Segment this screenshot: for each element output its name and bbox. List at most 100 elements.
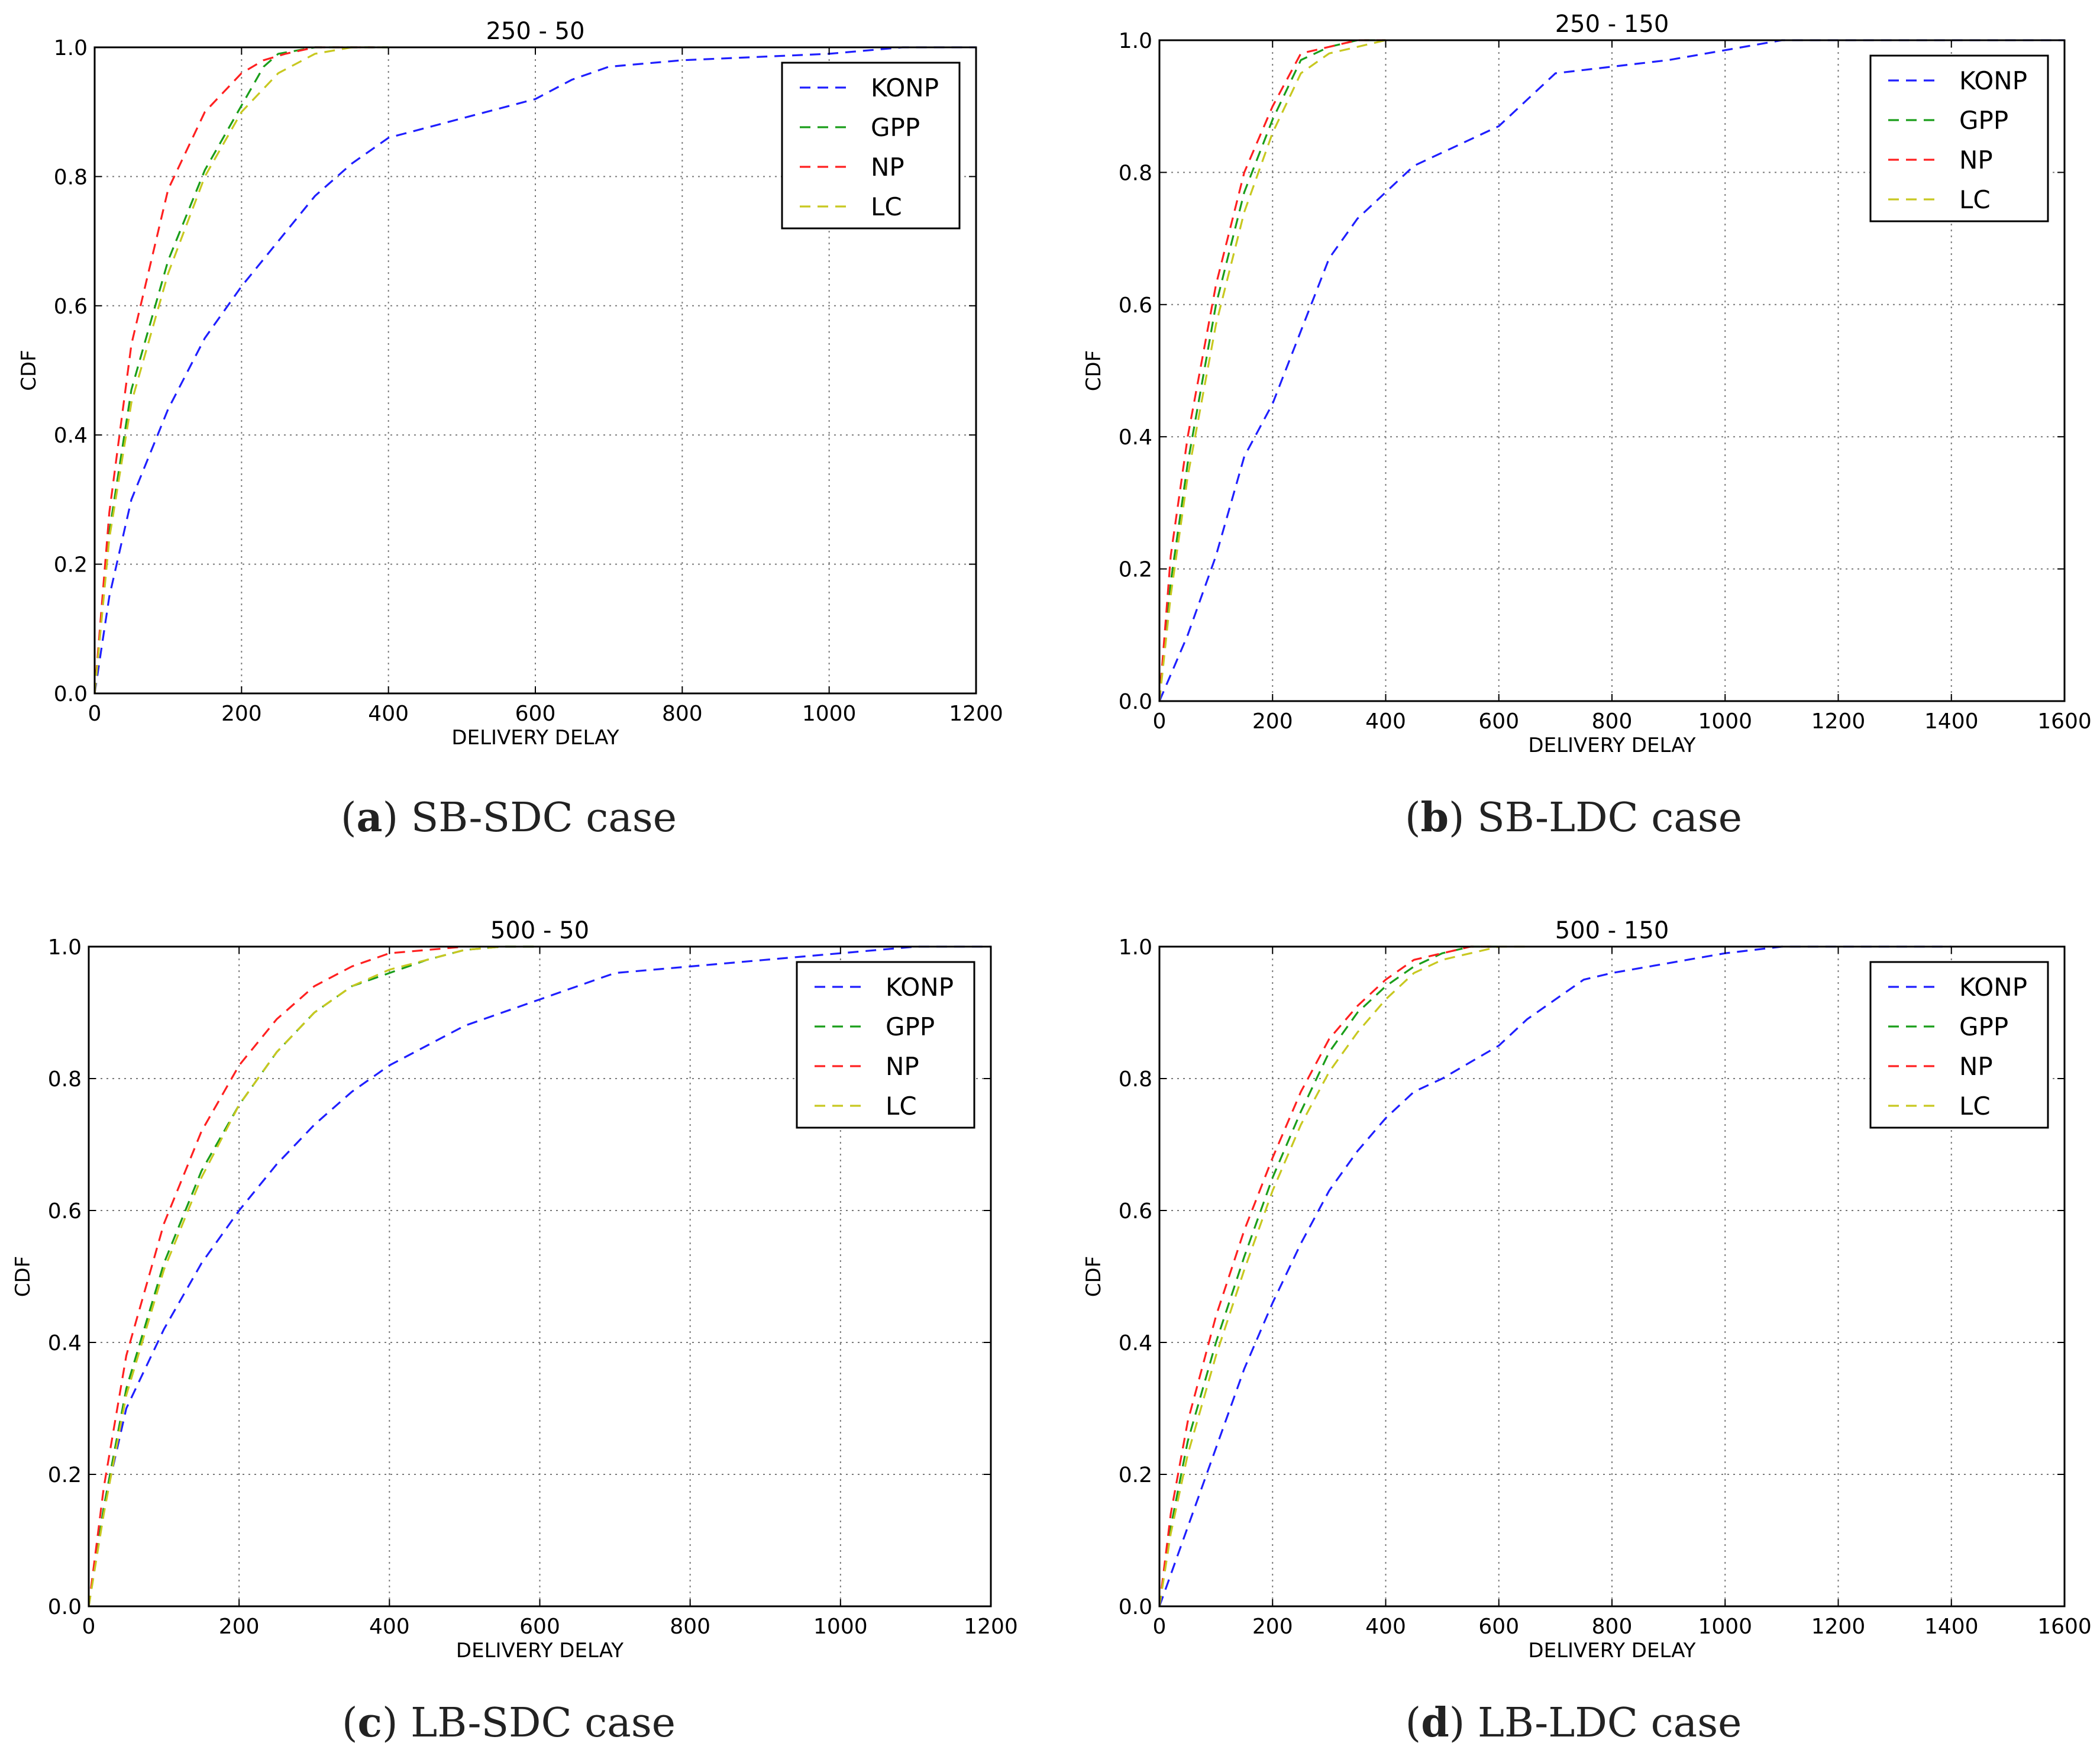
chart-a-legend: KONP GPP NP LC xyxy=(781,62,961,230)
chart-c-x-tick-label: 200 xyxy=(219,1615,260,1639)
chart-b-title: 250 - 150 xyxy=(1555,11,1669,38)
chart-b-y-tick-label: 0.0 xyxy=(1119,690,1152,714)
chart-a-y-tick-label: 0.6 xyxy=(54,295,88,319)
chart-d-x-tick-label: 1000 xyxy=(1698,1615,1752,1639)
chart-a-caption-open: ( xyxy=(341,795,357,841)
chart-a-legend-label-lc: LC xyxy=(871,192,902,221)
chart-d-y-tick-label: 0.8 xyxy=(1119,1067,1152,1092)
chart-d-caption-text: LB-LDC case xyxy=(1478,1700,1742,1747)
chart-c-series-lc xyxy=(88,945,540,1607)
chart-c-legend-label-gpp: GPP xyxy=(886,1012,935,1041)
chart-b-series-np xyxy=(1158,39,1386,702)
chart-d-legend: KONP GPP NP LC xyxy=(1869,961,2049,1129)
chart-c-x-tick-label: 800 xyxy=(670,1615,710,1639)
chart-d-series-gpp xyxy=(1158,945,1499,1607)
chart-b-x-tick-label: 600 xyxy=(1478,709,1519,734)
chart-b-y-tick-label: 0.2 xyxy=(1119,558,1152,582)
chart-c-caption-letter: c xyxy=(358,1699,382,1747)
chart-d-y-tick-label: 0.2 xyxy=(1119,1463,1152,1487)
chart-b-y-axis-label: CDF xyxy=(1082,350,1106,391)
chart-d-title: 500 - 150 xyxy=(1555,917,1669,944)
chart-d-caption-close: ) xyxy=(1449,1700,1478,1747)
chart-a-legend-label-konp: KONP xyxy=(871,73,939,102)
chart-a-x-tick-label: 1200 xyxy=(949,702,1003,726)
chart-c-legend-label-np: NP xyxy=(886,1052,919,1081)
chart-a-legend-box xyxy=(781,62,961,230)
panel-a: 0 200 400 600 800 1000 1200 0.0 0.2 0.4 0.6 0.8 1.0 2… xyxy=(17,18,1003,841)
chart-a-y-tick-label: 0.2 xyxy=(54,553,88,577)
chart-d-series-np xyxy=(1158,945,1499,1607)
chart-b-caption-open: ( xyxy=(1405,795,1421,841)
chart-d-caption-letter: d xyxy=(1421,1699,1449,1747)
chart-c-y-tick-label: 0.0 xyxy=(48,1595,82,1619)
chart-b-x-tick-label: 1600 xyxy=(2037,709,2092,734)
chart-b-caption-close: ) xyxy=(1449,795,1477,841)
chart-d-y-tick-label: 0.0 xyxy=(1119,1595,1152,1619)
chart-a-legend-label-np: NP xyxy=(871,153,904,182)
chart-c-caption-text: LB-SDC case xyxy=(411,1700,676,1747)
chart-d-y-tick-label: 1.0 xyxy=(1119,935,1152,960)
chart-d-legend-label-lc: LC xyxy=(1959,1092,1991,1121)
chart-b-x-tick-label: 1000 xyxy=(1698,709,1752,734)
chart-a-y-tick-label: 1.0 xyxy=(54,36,88,60)
chart-c-series-np xyxy=(88,945,465,1607)
chart-b-x-tick-label: 200 xyxy=(1252,709,1293,734)
chart-d-x-tick-label: 200 xyxy=(1252,1615,1293,1639)
chart-b-legend-label-konp: KONP xyxy=(1959,66,2027,95)
chart-b-legend-box xyxy=(1869,54,2049,222)
chart-d-y-axis-label: CDF xyxy=(1082,1256,1106,1297)
chart-b-legend: KONP GPP NP LC xyxy=(1869,54,2049,222)
chart-a-caption-text: SB-SDC case xyxy=(411,795,677,841)
chart-b-y-tick-label: 0.8 xyxy=(1119,161,1152,185)
chart-d-x-tick-label: 600 xyxy=(1478,1615,1519,1639)
panel-c: 0 200 400 600 800 1000 1200 0.0 0.2 0.4 0.6 0.8 1.0 5… xyxy=(11,917,1018,1747)
chart-c-x-tick-label: 0 xyxy=(82,1615,96,1639)
panel-b: 0 200 400 600 800 1000 1200 1400 1600 0.0 0.2 0.4 0.… xyxy=(1082,11,2092,841)
chart-c-y-axis-label: CDF xyxy=(11,1256,35,1297)
chart-b-x-axis-label: DELIVERY DELAY xyxy=(1528,734,1695,757)
chart-a-x-tick-label: 800 xyxy=(662,702,703,726)
chart-a-legend-label-gpp: GPP xyxy=(871,113,920,142)
chart-c-caption: (c) LB-SDC case xyxy=(342,1699,676,1747)
chart-a-y-tick-label: 0.0 xyxy=(54,682,88,706)
chart-b-caption-text: SB-LDC case xyxy=(1477,795,1742,841)
chart-d-x-tick-label: 800 xyxy=(1592,1615,1633,1639)
chart-d-series-konp xyxy=(1158,945,1952,1607)
chart-d-caption: (d) LB-LDC case xyxy=(1406,1699,1742,1747)
chart-c-x-tick-label: 600 xyxy=(519,1615,560,1639)
chart-b-x-tick-label: 1200 xyxy=(1811,709,1866,734)
chart-a-series-gpp xyxy=(93,46,389,694)
chart-b-legend-label-gpp: GPP xyxy=(1959,106,2008,135)
chart-b-x-tick-label: 1400 xyxy=(1924,709,1979,734)
chart-c-legend-label-konp: KONP xyxy=(886,973,954,1002)
chart-c-x-tick-label: 400 xyxy=(369,1615,410,1639)
chart-d-legend-label-gpp: GPP xyxy=(1959,1012,2008,1041)
chart-c-legend-box xyxy=(796,961,975,1129)
chart-a-x-tick-label: 600 xyxy=(515,702,556,726)
chart-c-series-konp xyxy=(88,945,991,1607)
chart-c-y-tick-label: 0.4 xyxy=(48,1331,82,1355)
chart-a-y-tick-label: 0.8 xyxy=(54,165,88,189)
chart-d-caption-open: ( xyxy=(1406,1700,1421,1747)
chart-d-legend-label-konp: KONP xyxy=(1959,973,2027,1002)
chart-d-x-tick-label: 1400 xyxy=(1924,1615,1979,1639)
chart-b-x-tick-label: 0 xyxy=(1153,709,1167,734)
chart-a-y-axis-label: CDF xyxy=(17,350,41,390)
chart-d-x-tick-label: 1200 xyxy=(1811,1615,1866,1639)
chart-b-series-gpp xyxy=(1158,39,1386,702)
chart-a-y-tick-label: 0.4 xyxy=(54,424,88,448)
chart-b-y-tick-label: 1.0 xyxy=(1119,29,1152,53)
chart-d-legend-label-np: NP xyxy=(1959,1052,1993,1081)
chart-c-y-tick-label: 0.8 xyxy=(48,1067,82,1092)
chart-c-y-tick-label: 0.2 xyxy=(48,1463,82,1487)
chart-c-title: 500 - 50 xyxy=(490,917,589,944)
chart-a-x-tick-label: 1000 xyxy=(802,702,857,726)
chart-a-title: 250 - 50 xyxy=(486,18,584,45)
chart-b-x-tick-label: 400 xyxy=(1365,709,1406,734)
chart-a-series-np xyxy=(93,46,374,694)
chart-b-x-tick-label: 800 xyxy=(1592,709,1633,734)
chart-b-legend-label-lc: LC xyxy=(1959,185,1991,214)
chart-d-x-axis-label: DELIVERY DELAY xyxy=(1528,1639,1695,1663)
chart-a-x-tick-label: 400 xyxy=(368,702,409,726)
